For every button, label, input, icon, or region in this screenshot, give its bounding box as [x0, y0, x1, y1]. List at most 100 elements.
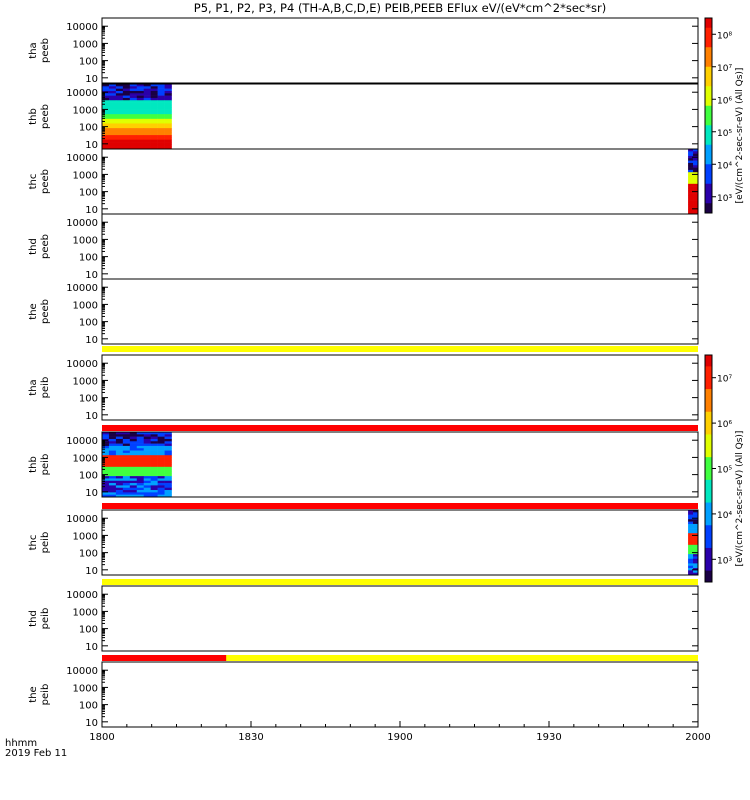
spectrogram-cell [136, 144, 145, 147]
spectrogram-cell [150, 144, 158, 147]
colorbar-segment [705, 174, 712, 180]
spectrogram-cell [102, 466, 110, 470]
spectrogram-cell [108, 443, 117, 447]
spectrogram-cell [157, 104, 165, 108]
spectrogram-cell [136, 95, 145, 99]
spectrogram-cell [129, 116, 138, 120]
spectrogram-cell [150, 473, 158, 477]
spectrogram-cell [164, 104, 172, 108]
y-tick-label: 1000 [73, 39, 98, 50]
spectrogram-cell [143, 123, 151, 127]
spectrogram-cell [102, 107, 110, 110]
spectrogram-cell [157, 445, 165, 449]
spectrogram-cell [102, 132, 110, 136]
colorbar-segment [705, 485, 712, 492]
spectrogram-cell [115, 478, 124, 482]
spectrogram-cell [129, 457, 138, 461]
spectrogram-cell [143, 90, 151, 94]
spectrogram-cell [164, 457, 172, 461]
spectrogram-cell [129, 462, 138, 465]
colorbar-segment [705, 383, 712, 390]
spectrogram-cell [115, 135, 124, 138]
spectrogram-cell [157, 494, 165, 498]
spectrogram-cell [115, 142, 124, 145]
spectrogram-cell [122, 471, 131, 475]
colorbar-segment [705, 125, 712, 131]
colorbar-segment [705, 360, 712, 367]
spectrogram-cell [102, 483, 110, 486]
spectrogram-cell [150, 448, 158, 451]
spectrogram-cell [693, 204, 699, 208]
spectrogram-cell [102, 104, 110, 108]
spectrogram-cell [143, 494, 151, 498]
spectrogram-cell [688, 563, 694, 567]
spectrogram-cell [143, 483, 151, 486]
spectrogram-cell [143, 473, 151, 477]
spectrogram-cell [102, 86, 110, 89]
spectrogram-cell [129, 494, 138, 498]
spectrogram-cell [164, 492, 172, 495]
spectrogram-cell [108, 118, 117, 122]
spectrogram-cell [136, 104, 145, 108]
spectrogram-cell [150, 434, 158, 437]
spectrogram-cell [122, 436, 131, 440]
panel-thc-peeb: 10 100 1000 10000 thc peeb [28, 148, 699, 216]
spectrogram-cell [693, 151, 699, 154]
spectrogram-cell [688, 188, 694, 192]
spectrogram-cell [157, 492, 165, 495]
y-tick-label: 100 [79, 318, 98, 329]
spectrogram-cell [150, 123, 158, 127]
spectrogram-cell [688, 174, 694, 178]
x-tick-label: 1900 [387, 732, 412, 743]
spectrogram-cell [688, 190, 694, 194]
spectrogram-cell [129, 434, 138, 437]
spectrogram-cell [122, 125, 131, 129]
spectrogram-cell [157, 473, 165, 477]
y-tick-label: 10000 [66, 153, 98, 164]
spectrogram-cell [102, 436, 110, 440]
spectrogram-cell [688, 540, 694, 543]
spectrogram-cell [102, 448, 110, 451]
spectrogram-cell [102, 139, 110, 143]
spectrogram-cell [164, 125, 172, 129]
spectrogram-cell [693, 165, 699, 168]
spectrogram-cell [136, 476, 145, 479]
spectrogram-cell [688, 158, 694, 161]
spectrogram-cell [102, 137, 110, 141]
spectrogram-cell [157, 452, 165, 456]
colorbar-unit-label: [eV/(cm^2-sec-sr-eV) (All Qs)] [735, 431, 745, 567]
spectrogram-cell [129, 473, 138, 477]
spectrogram-cell [108, 490, 117, 493]
spectrogram-cell [143, 142, 151, 145]
spectrogram-cell [143, 135, 151, 138]
colorbar-segment [705, 423, 712, 430]
spectrogram-cell [164, 466, 172, 470]
spectrogram-cell [150, 485, 158, 489]
colorbar-segment [705, 193, 712, 199]
colorbar-segment [705, 394, 712, 401]
spectrogram-cell [129, 455, 138, 458]
spectrogram-cell [157, 135, 165, 138]
spectrogram-cell [164, 494, 172, 498]
colorbar-tick-label: 10⁵ [717, 466, 732, 476]
colorbar-segment [705, 105, 712, 112]
spectrogram-cell [122, 104, 131, 108]
spectrogram-cell [136, 88, 145, 92]
spectrogram-cell [157, 88, 165, 92]
spectrogram-cell [143, 125, 151, 129]
spectrogram-cell [136, 102, 145, 106]
spectrogram-cell [688, 207, 694, 210]
spectrogram-cell [129, 137, 138, 141]
spectrogram-cell [688, 162, 694, 166]
spectrogram-cell [688, 556, 694, 560]
panel-the-peib: 10 100 1000 10000 the peib [28, 661, 699, 729]
chart-title: P5, P1, P2, P3, P4 (TH-A,B,C,D,E) PEIB,P… [194, 1, 606, 15]
colorbar-tick-label: 10⁴ [717, 511, 732, 521]
spectrogram-cell [102, 95, 110, 99]
spectrogram-cell [688, 514, 694, 518]
spectrogram-cell [102, 494, 110, 498]
panel-instrument-label: peeb [40, 104, 51, 129]
spectrogram-cell [129, 485, 138, 489]
spectrogram-cell [143, 434, 151, 437]
spectrogram-cell [102, 462, 110, 465]
